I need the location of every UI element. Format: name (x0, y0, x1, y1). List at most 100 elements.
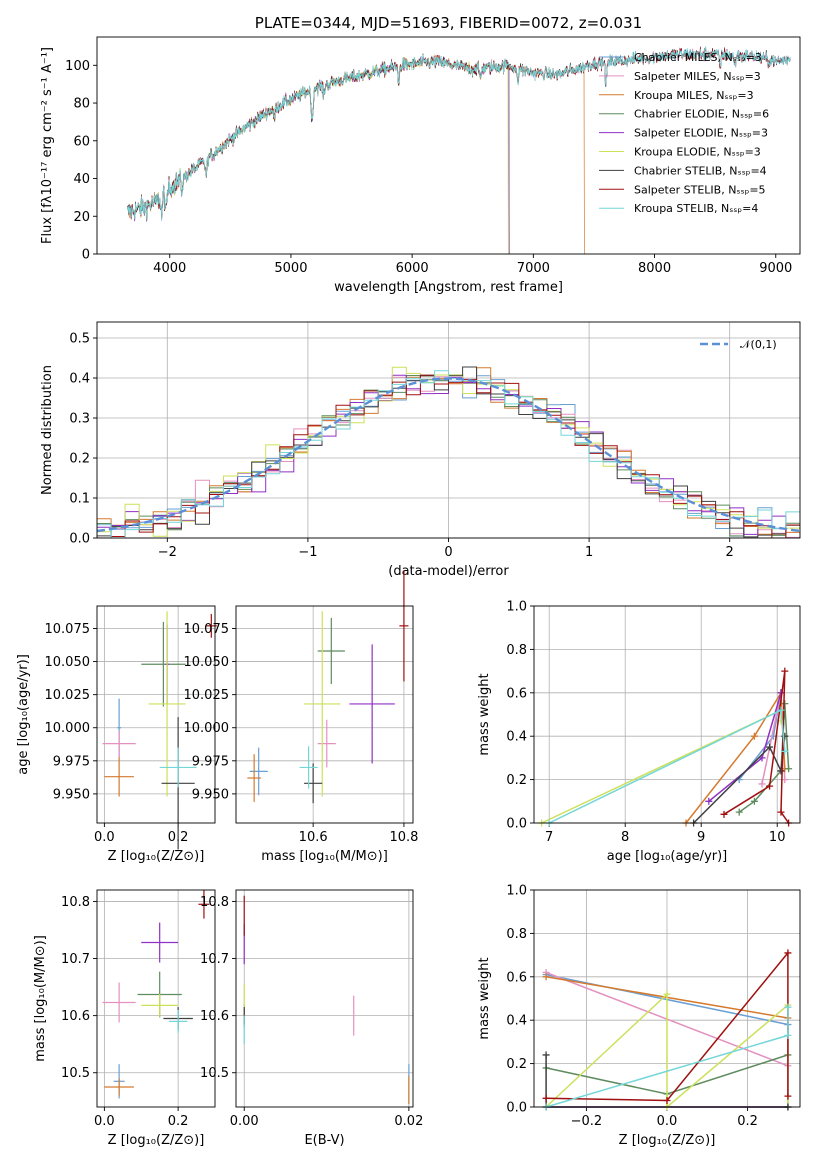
mass_vs_EBV-frame (235, 889, 414, 1108)
mass_vs_Z-ytick-label: 10.6 (61, 1009, 90, 1024)
errorbar-point (141, 922, 179, 963)
residuals-xtick-label: 1 (585, 545, 593, 560)
errorbar-point (247, 754, 261, 802)
residuals-ylabel: Normed distribution (40, 365, 55, 495)
age_vs_mass-xtick-label: 10.6 (299, 830, 328, 845)
weight_vs_age-ytick-label: 0.0 (506, 817, 527, 832)
errorbar-point (104, 1078, 134, 1096)
weight_vs_age-xlabel: age [log₁₀(age/yr)] (607, 849, 728, 864)
histogram-series (97, 370, 800, 538)
legend-label: Salpeter STELIB, Nₛₛₚ=5 (634, 183, 766, 196)
weight-marker (781, 747, 789, 755)
weight-marker (784, 1031, 792, 1039)
spectrum-xtick-label: 6000 (396, 261, 429, 276)
spectrum-xtick-label: 9000 (759, 261, 792, 276)
spectrum-xlabel: wavelength [Angstrom, rest frame] (334, 280, 563, 295)
mass_vs_EBV-xlabel: E(B-V) (304, 1133, 344, 1148)
weight-marker (784, 949, 792, 957)
mass_vs_EBV-axes: 0.00 0.02 10.5 10.6 10.7 10.8 (200, 890, 423, 1129)
weight-marker (766, 782, 774, 790)
age_vs_mass-ytick-label: 10.025 (184, 688, 230, 703)
mass_vs_EBV-ytick-label: 10.8 (200, 895, 229, 910)
age_vs_Z-ylabel: age [log₁₀(age/yr)] (16, 654, 31, 775)
age_vs_mass-points (247, 570, 409, 804)
residuals-xtick-label: −2 (158, 545, 177, 560)
residuals-xtick-label: 2 (726, 545, 734, 560)
errorbar-point (102, 982, 136, 1023)
residuals-ytick-label: 0.1 (69, 492, 90, 507)
weight_vs_age-ylabel: mass weight (477, 673, 492, 755)
age_vs_mass-frame (235, 605, 414, 824)
age_vs_mass-ytick-label: 9.975 (192, 754, 229, 769)
weight-marker (663, 1096, 671, 1104)
spectrum-ytick-label: 80 (73, 97, 90, 112)
weight_vs_age-ytick-label: 1.0 (506, 600, 527, 615)
weight_vs_age-xtick-label: 10 (769, 830, 786, 845)
spectrum-title: PLATE=0344, MJD=51693, FIBERID=0072, z=0… (255, 14, 642, 32)
mass_vs_Z-ytick-label: 10.7 (61, 952, 90, 967)
weight-marker (777, 767, 785, 775)
errorbar-point (349, 644, 395, 764)
errorbar-point (159, 747, 197, 788)
mass_vs_Z-points (102, 890, 210, 1099)
age_vs_Z-points (102, 611, 217, 850)
weight_vs_age-xtick-label: 9 (697, 830, 705, 845)
errorbar-point (148, 611, 186, 797)
age_vs_Z-ytick-label: 9.950 (53, 787, 90, 802)
age_vs_Z-frame (96, 605, 216, 824)
age_vs_Z-ytick-label: 10.000 (45, 721, 91, 736)
weight-marker (781, 667, 789, 675)
mass_vs_EBV-ytick-label: 10.5 (200, 1066, 229, 1081)
weight-marker (542, 973, 550, 981)
weight-marker (750, 797, 758, 805)
spectrum-ytick-label: 0 (82, 248, 90, 263)
age_vs_mass-axes: 10.6 10.8 9.950 9.975 10.000 10.025 10.050 10.0… (184, 606, 418, 845)
legend-label: Salpeter ELODIE, Nₛₛₚ=3 (634, 127, 768, 140)
weight-marker (542, 1051, 550, 1059)
spectrum-ytick-label: 100 (65, 59, 90, 74)
legend-label: Kroupa STELIB, Nₛₛₚ=4 (634, 202, 758, 215)
errorbar-point (104, 756, 134, 797)
spectrum-xtick-label: 5000 (274, 261, 307, 276)
spectrum-xtick-label: 7000 (517, 261, 550, 276)
residuals-ytick-label: 0.3 (69, 412, 90, 427)
spectrum-axes: 4000 5000 6000 7000 8000 9000 0 20 40 60 80 100 (65, 59, 792, 276)
weight_vs_Z-frame (533, 889, 801, 1108)
weight_vs_age-lines (538, 667, 793, 827)
weight-marker (542, 1094, 550, 1102)
age_vs_Z-xtick-label: 0.0 (94, 830, 115, 845)
mass_vs_EBV-points (243, 895, 410, 1105)
weight-marker (720, 810, 728, 818)
mass_vs_Z-frame (96, 889, 216, 1108)
weight_vs_Z-xtick-label: −0.2 (571, 1114, 603, 1129)
errorbar-point (141, 993, 179, 1017)
legend-label: Kroupa ELODIE, Nₛₛₚ=3 (634, 146, 761, 159)
weight-marker (785, 765, 793, 773)
weight_vs_age-ytick-label: 0.6 (506, 686, 527, 701)
errorbar-point (198, 890, 210, 919)
weight-marker (777, 808, 785, 816)
weight_vs_Z-xlabel: Z [log₁₀(Z/Z⊙)] (619, 1133, 716, 1148)
spectrum-frame (96, 36, 801, 255)
spectrum-series-line (126, 46, 791, 221)
weight_vs_age-xtick-label: 7 (545, 830, 553, 845)
mass_vs_Z-ylabel: mass [log₁₀(M/M⊙)] (33, 935, 48, 1062)
weight-marker (766, 743, 774, 751)
gaussian-legend-label: 𝒩(0,1) (740, 338, 777, 351)
weight-marker (781, 700, 789, 708)
errorbar-point (317, 719, 336, 768)
legend-label: Chabrier MILES, Nₛₛₚ=3 (634, 51, 762, 64)
weight-marker (784, 1003, 792, 1011)
mass_vs_EBV-ytick-label: 10.7 (200, 952, 229, 967)
weight_vs_Z-ytick-label: 0.4 (506, 1014, 527, 1029)
age_vs_mass-ytick-label: 10.000 (184, 721, 230, 736)
residuals-axes: −2 −1 0 1 2 0.0 0.1 0.2 0.3 0.4 0.5 (69, 322, 800, 560)
legend-label: Kroupa MILES, Nₛₛₚ=3 (634, 89, 754, 102)
weight-marker (663, 990, 671, 998)
errorbar-point (299, 746, 318, 789)
age_vs_mass-ytick-label: 9.950 (192, 787, 229, 802)
mass_vs_EBV-xtick-label: 0.00 (230, 1114, 259, 1129)
weight-marker (750, 732, 758, 740)
residuals-ytick-label: 0.2 (69, 452, 90, 467)
residuals-ytick-label: 0.5 (69, 332, 90, 347)
